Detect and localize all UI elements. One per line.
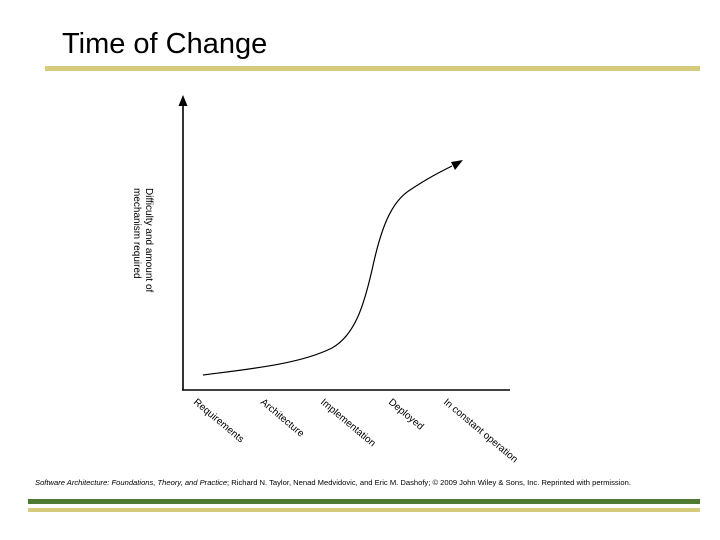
change-difficulty-curve bbox=[202, 165, 453, 376]
footer-band-tan bbox=[28, 508, 700, 512]
phase-architecture: Architecture bbox=[258, 397, 306, 440]
title-underline bbox=[45, 66, 700, 71]
caption-book-title: Software Architecture: Foundations, Theo… bbox=[35, 478, 228, 487]
caption-credits: ; Richard N. Taylor, Nenad Medvidovic, a… bbox=[227, 478, 631, 487]
curve-arrow-icon bbox=[451, 160, 463, 170]
phase-deployed: Deployed bbox=[386, 397, 425, 433]
time-of-change-diagram: Difficulty and amount of mechanism requi… bbox=[131, 95, 520, 465]
slide-title: Time of Change bbox=[62, 28, 268, 60]
phase-requirements: Requirements bbox=[191, 397, 246, 445]
phase-implementation: Implementation bbox=[318, 397, 377, 449]
y-axis-label-line2: mechanism required bbox=[131, 188, 142, 279]
source-caption: Software Architecture: Foundations, Theo… bbox=[35, 478, 715, 487]
y-axis-arrow-icon bbox=[178, 95, 188, 106]
y-axis-label-line1: Difficulty and amount of bbox=[143, 188, 154, 293]
footer-band-green bbox=[28, 499, 700, 504]
phase-in-constant-operation: In constant operation bbox=[441, 397, 520, 465]
